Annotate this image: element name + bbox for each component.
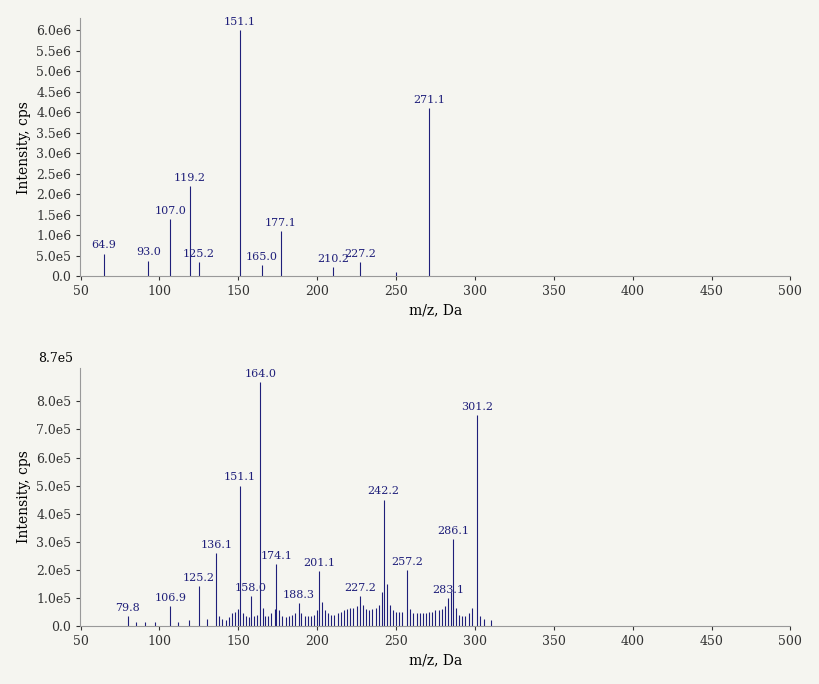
Text: 271.1: 271.1 xyxy=(414,95,446,105)
Text: 158.0: 158.0 xyxy=(235,583,267,593)
X-axis label: m/z, Da: m/z, Da xyxy=(409,653,462,668)
Text: 106.9: 106.9 xyxy=(154,593,186,603)
Text: 177.1: 177.1 xyxy=(265,218,296,228)
Text: 227.2: 227.2 xyxy=(344,583,376,593)
Text: 164.0: 164.0 xyxy=(244,369,276,379)
Text: 93.0: 93.0 xyxy=(136,248,161,257)
Text: 301.2: 301.2 xyxy=(461,402,493,412)
Text: 119.2: 119.2 xyxy=(174,173,206,183)
Text: 242.2: 242.2 xyxy=(368,486,400,497)
Text: 165.0: 165.0 xyxy=(246,252,278,261)
Text: 227.2: 227.2 xyxy=(344,249,376,259)
Text: 151.1: 151.1 xyxy=(224,17,256,27)
Text: 188.3: 188.3 xyxy=(283,590,314,601)
Text: 210.2: 210.2 xyxy=(317,254,349,264)
Text: 64.9: 64.9 xyxy=(92,241,116,250)
Y-axis label: Intensity, cps: Intensity, cps xyxy=(17,450,31,543)
Text: 107.0: 107.0 xyxy=(155,206,187,215)
Text: 257.2: 257.2 xyxy=(391,557,423,566)
Text: 136.1: 136.1 xyxy=(201,540,233,550)
Text: 151.1: 151.1 xyxy=(224,473,256,482)
Text: 201.1: 201.1 xyxy=(303,558,335,568)
Text: 8.7e5: 8.7e5 xyxy=(38,352,74,365)
Y-axis label: Intensity, cps: Intensity, cps xyxy=(16,101,30,194)
X-axis label: m/z, Da: m/z, Da xyxy=(409,304,462,317)
Text: 125.2: 125.2 xyxy=(183,573,215,583)
Text: 286.1: 286.1 xyxy=(437,526,469,536)
Text: 174.1: 174.1 xyxy=(260,551,292,561)
Text: 79.8: 79.8 xyxy=(115,603,140,613)
Text: 283.1: 283.1 xyxy=(432,585,464,594)
Text: 125.2: 125.2 xyxy=(183,249,215,259)
